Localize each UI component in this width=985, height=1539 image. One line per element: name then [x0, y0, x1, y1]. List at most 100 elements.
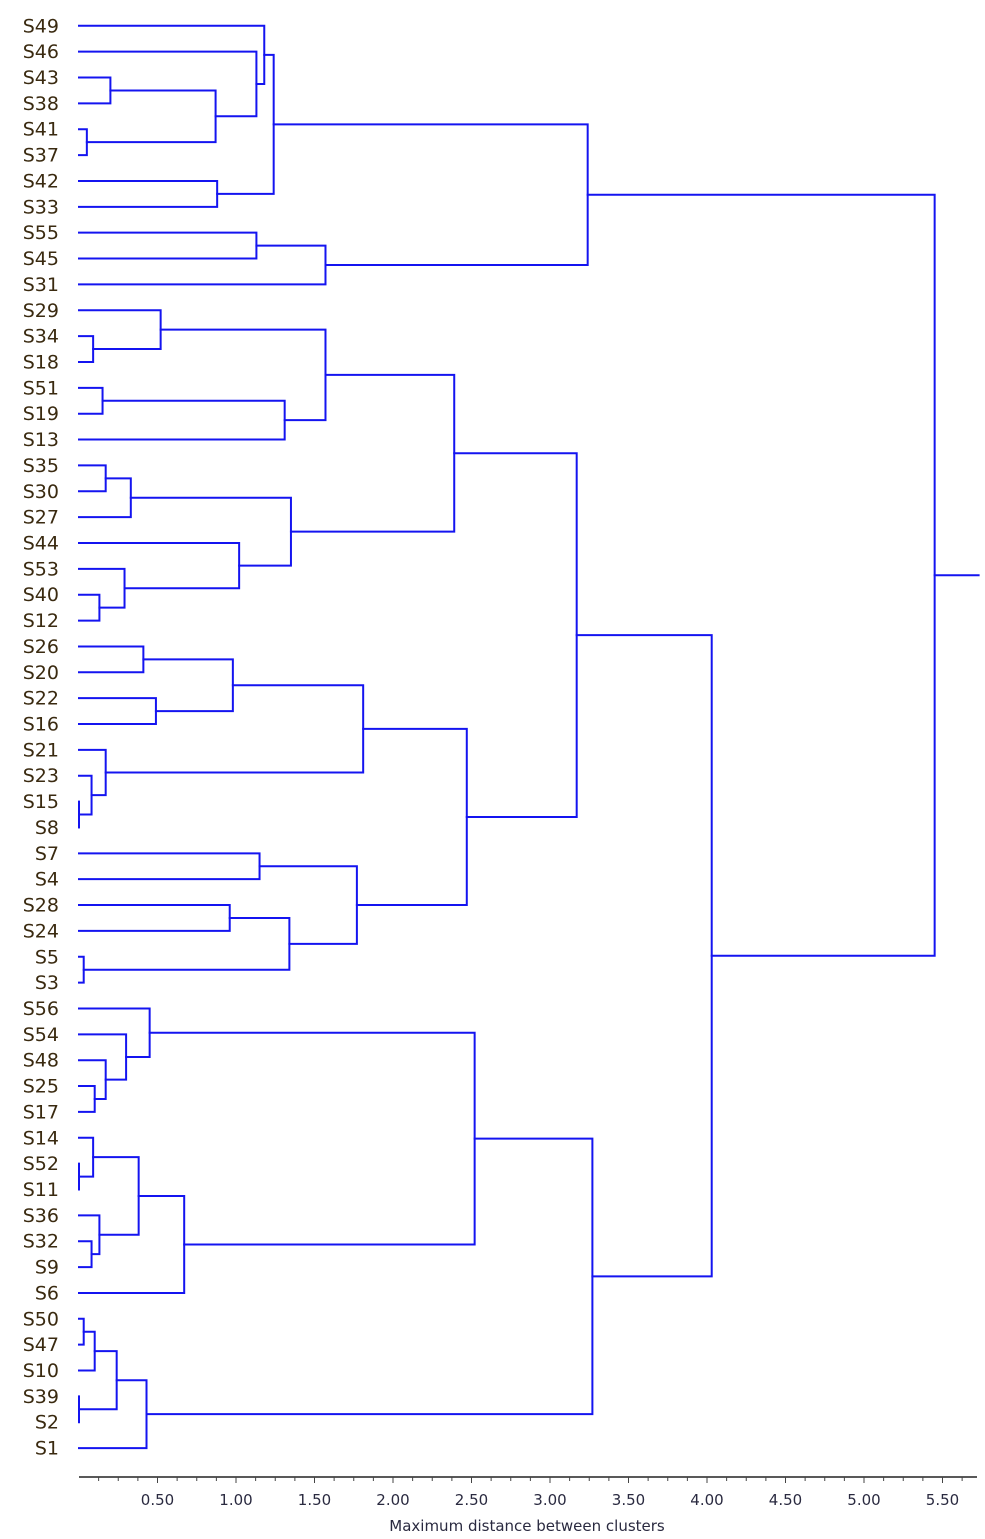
- leaf-label: S38: [23, 93, 59, 115]
- dendrogram-link: [148, 1031, 476, 1246]
- dendrogram-link: [78, 697, 157, 726]
- dendrogram-link: [453, 452, 578, 818]
- x-tick-label: 4.00: [690, 1491, 723, 1509]
- leaf-label: S42: [23, 170, 59, 192]
- leaf-label: S46: [23, 41, 59, 63]
- dendrogram-link: [78, 464, 107, 493]
- dendrogram-link: [78, 593, 101, 622]
- leaf-label: S32: [23, 1231, 59, 1253]
- leaf-label: S17: [23, 1101, 59, 1123]
- leaf-label: S5: [35, 946, 59, 968]
- dendrogram-link: [78, 852, 261, 881]
- dendrogram-link: [586, 193, 936, 957]
- dendrogram-link: [78, 904, 231, 932]
- dendrogram-link: [145, 1137, 594, 1416]
- leaf-label: S19: [23, 403, 59, 425]
- x-tick-label: 2.50: [455, 1491, 488, 1509]
- leaf-label: S15: [23, 791, 59, 813]
- leaf-label: S43: [23, 67, 59, 89]
- dendrogram-link: [78, 1214, 101, 1256]
- leaf-label: S23: [23, 765, 59, 787]
- dendrogram-link: [78, 76, 112, 105]
- dendrogram-link: [78, 1033, 128, 1081]
- dendrogram-link: [78, 1007, 151, 1058]
- x-tick-label: 3.00: [533, 1491, 566, 1509]
- leaf-label: S16: [23, 714, 59, 736]
- dendrogram-link: [78, 24, 266, 85]
- leaf-label: S6: [35, 1282, 59, 1304]
- dendrogram-link: [78, 231, 258, 260]
- leaf-label: S56: [23, 998, 59, 1020]
- dendrogram-link: [78, 1350, 118, 1411]
- dendrogram-link: [78, 128, 88, 157]
- dendrogram-branches: [78, 24, 980, 1450]
- x-tick-label: 4.50: [769, 1491, 802, 1509]
- dendrogram-link: [159, 328, 327, 422]
- leaf-label: S50: [23, 1308, 59, 1330]
- leaf-label: S20: [23, 662, 59, 684]
- leaf-label: S36: [23, 1205, 59, 1227]
- leaf-label: S7: [35, 843, 59, 865]
- dendrogram-link: [85, 89, 217, 144]
- leaf-label: S30: [23, 481, 59, 503]
- leaf-label: S53: [23, 558, 59, 580]
- dendrogram-link: [78, 542, 241, 590]
- dendrogram-link: [82, 916, 291, 971]
- leaf-label: S41: [23, 119, 59, 141]
- leaf-label: S47: [23, 1334, 59, 1356]
- dendrogram-link: [78, 1194, 186, 1294]
- leaf-label: S18: [23, 351, 59, 373]
- dendrogram-link: [78, 309, 162, 351]
- leaf-label: S37: [23, 145, 59, 167]
- x-tick-label: 2.00: [376, 1491, 409, 1509]
- leaf-label: S35: [23, 455, 59, 477]
- leaf-label: S34: [23, 326, 59, 348]
- x-axis-title: Maximum distance between clusters: [389, 1517, 665, 1535]
- x-tick-label: 3.50: [612, 1491, 645, 1509]
- leaf-label: S44: [23, 533, 59, 555]
- dendrogram-link: [78, 244, 327, 286]
- dendrogram-link: [78, 1059, 107, 1100]
- x-tick-label: 1.50: [298, 1491, 331, 1509]
- leaf-label: S25: [23, 1076, 59, 1098]
- leaf-label: S9: [35, 1257, 59, 1279]
- dendrogram-link: [272, 123, 589, 267]
- dendrogram-link: [78, 1330, 96, 1372]
- leaf-label: S21: [23, 739, 59, 761]
- leaf-label: S8: [35, 817, 59, 839]
- dendrogram-link: [78, 386, 104, 415]
- dendrogram-link: [78, 774, 93, 816]
- leaf-label: S13: [23, 429, 59, 451]
- leaf-label: S33: [23, 196, 59, 218]
- leaf-label: S45: [23, 248, 59, 270]
- dendrogram-link: [78, 50, 258, 118]
- leaf-label: S52: [23, 1153, 59, 1175]
- dendrogram-link: [78, 179, 219, 208]
- x-axis: 0.50 1.00 1.50 2.00 2.50 3.00 3.50 4.00 4.50 5.00…: [79, 1476, 977, 1535]
- x-tick-label: 5.00: [847, 1491, 880, 1509]
- x-tick-label: 1.00: [219, 1491, 252, 1509]
- dendrogram-link: [78, 645, 145, 674]
- leaf-label: S27: [23, 507, 59, 529]
- dendrogram-link: [78, 399, 286, 441]
- dendrogram-link: [78, 335, 95, 363]
- leaf-label: S49: [23, 15, 59, 37]
- dendrogram-link: [575, 634, 713, 1278]
- leaf-label: S54: [23, 1024, 59, 1046]
- leaf-label: S48: [23, 1050, 59, 1072]
- x-axis-ticks: [98, 1477, 963, 1483]
- leaf-label: S24: [23, 920, 59, 942]
- leaf-label: S10: [23, 1360, 59, 1382]
- dendrogram-link: [78, 1136, 95, 1178]
- leaf-label: S12: [23, 610, 59, 632]
- leaf-label: S14: [23, 1127, 59, 1149]
- leaf-label: S39: [23, 1386, 59, 1408]
- leaf-label: S40: [23, 584, 59, 606]
- leaf-label: S1: [35, 1438, 59, 1460]
- dendrogram-link: [78, 1085, 96, 1113]
- leaf-label: S29: [23, 300, 59, 322]
- leaf-label: S31: [23, 274, 59, 296]
- leaf-label: S55: [23, 222, 59, 244]
- leaf-label: S26: [23, 636, 59, 658]
